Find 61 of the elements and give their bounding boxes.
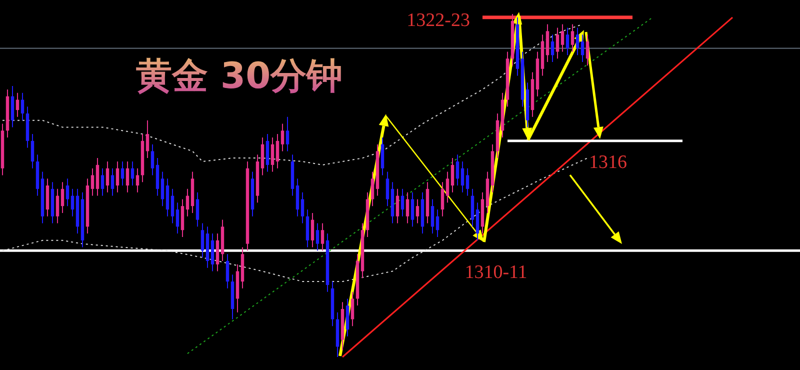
candlestick	[90, 168, 94, 196]
candlestick	[320, 222, 324, 252]
candlestick	[446, 171, 450, 204]
candlestick	[280, 123, 284, 152]
candlestick	[300, 192, 304, 224]
candlestick	[120, 160, 124, 186]
annotation: 1322-23	[406, 10, 470, 31]
candlestick	[70, 188, 74, 217]
candlestick	[570, 24, 574, 52]
candlestick	[406, 192, 410, 224]
candlestick	[440, 182, 444, 217]
candlestick	[450, 158, 454, 193]
candlestick	[410, 192, 414, 228]
candlestick	[400, 188, 404, 217]
candlestick	[430, 198, 434, 234]
candlestick	[556, 27, 560, 60]
candlestick	[576, 27, 580, 56]
candlestick	[56, 188, 60, 224]
candlestick	[396, 188, 400, 224]
candlestick	[316, 222, 320, 252]
candlestick	[130, 160, 134, 186]
candlestick	[146, 120, 150, 159]
candlestick	[276, 134, 280, 169]
candlestick	[226, 254, 230, 289]
candlestick	[200, 222, 204, 258]
candlestick	[436, 209, 440, 238]
candlestick	[550, 34, 554, 63]
candlestick	[196, 192, 200, 228]
candlestick	[586, 34, 590, 66]
candlestick	[386, 171, 390, 207]
candlestick	[110, 168, 114, 196]
candlestick	[126, 160, 130, 193]
candlestick	[116, 160, 120, 193]
candlestick	[160, 171, 164, 207]
candlestick	[270, 136, 274, 172]
candlestick	[136, 168, 140, 193]
candlestick	[106, 160, 110, 193]
annotation: 1310-11	[464, 262, 528, 283]
candlestick	[100, 168, 104, 196]
candlestick	[460, 160, 464, 193]
candlestick	[560, 24, 564, 52]
candlestick	[566, 27, 570, 56]
candlestick	[60, 182, 64, 214]
candlestick	[370, 171, 374, 207]
candlestick	[186, 188, 190, 217]
candlestick	[176, 202, 180, 234]
annotation: 1316	[589, 152, 627, 173]
candlestick	[416, 198, 420, 224]
candlestick	[20, 92, 24, 121]
text: 黄金 30分钟	[136, 56, 343, 97]
candlestick	[170, 188, 174, 224]
candlestick	[16, 92, 20, 118]
candlestick	[150, 144, 154, 176]
candlestick	[286, 116, 290, 152]
candlestick	[310, 212, 314, 248]
candlestick	[456, 154, 460, 186]
candlestick	[66, 178, 70, 207]
candlestick	[30, 134, 34, 169]
candlestick	[350, 291, 354, 327]
candlestick	[580, 34, 584, 63]
candlestick	[466, 168, 470, 196]
